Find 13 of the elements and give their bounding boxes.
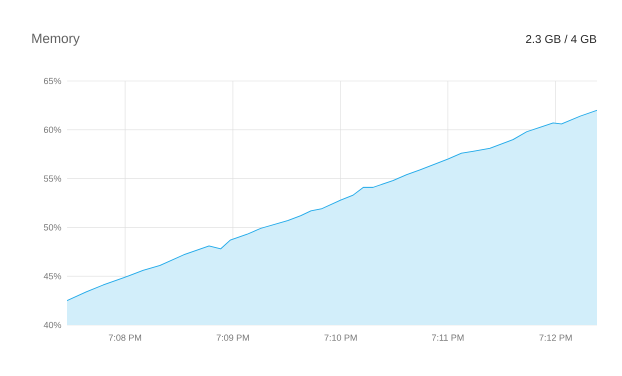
x-tick-label: 7:12 PM <box>539 334 572 341</box>
y-tick-label: 40% <box>44 322 62 328</box>
y-tick-label: 45% <box>44 273 62 280</box>
x-tick-label: 7:08 PM <box>108 334 142 341</box>
y-tick-label: 60% <box>44 126 62 133</box>
chart-title: Memory <box>32 34 80 46</box>
x-tick-label: 7:10 PM <box>324 334 357 341</box>
x-tick-label: 7:09 PM <box>216 334 249 341</box>
chart-subtitle: 2.3 GB / 4 GB <box>526 34 596 44</box>
y-tick-label: 65% <box>44 78 62 84</box>
y-tick-label: 55% <box>44 175 62 182</box>
x-tick-label: 7:11 PM <box>432 334 464 341</box>
y-tick-label: 50% <box>44 224 62 231</box>
